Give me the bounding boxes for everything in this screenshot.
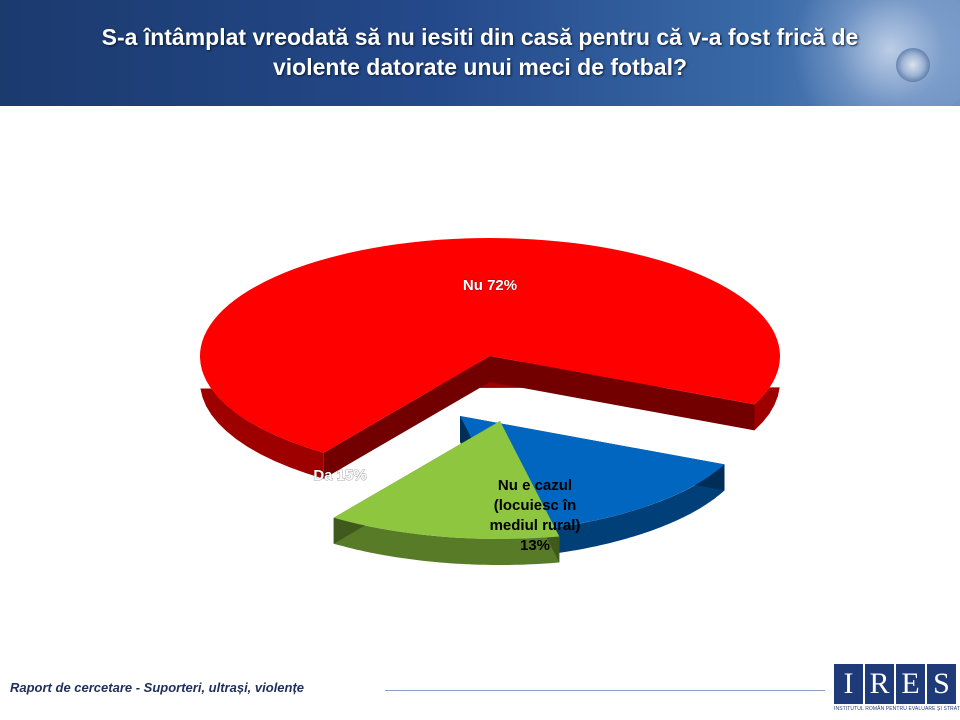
logo-letter-s: S (927, 664, 956, 704)
page-title: S-a întâmplat vreodată să nu iesiti din … (10, 22, 950, 82)
slice-label-2-2: mediul rural) (490, 517, 581, 534)
footer-divider (385, 690, 825, 691)
report-title: Raport de cercetare - Suporteri, ultrași… (10, 680, 305, 695)
slice-wall-0-0 (323, 356, 490, 479)
slice-side-2 (333, 517, 560, 565)
header-decoration (780, 0, 960, 106)
slice-label-2-1: (locuiesc în (494, 497, 577, 514)
header-banner: S-a întâmplat vreodată să nu iesiti din … (0, 0, 960, 106)
pie-labels: Nu 72% Da 15% Nu e cazul (locuiesc în mediul… (313, 276, 581, 554)
slice-nu-2 (333, 421, 560, 540)
slice-label-2-3: 13% (520, 537, 550, 554)
logo-letter-i: I (834, 664, 863, 704)
logo-subtitle: INSTITUTUL ROMÂN PENTRU EVALUARE ȘI STRA… (834, 706, 960, 712)
pie-chart: Nu 72% Da 15% Nu e cazul (locuiesc în mediul… (199, 238, 780, 565)
slice-label-1-0: Da 15% (313, 467, 366, 484)
slice-label-0-0: Nu 72% (463, 277, 517, 294)
slice-side-1 (519, 464, 725, 558)
logo-letter-r: R (865, 664, 894, 704)
slice-label-2-0: Nu e cazul (498, 477, 572, 494)
title-line-1: S-a întâmplat vreodată să nu iesiti din … (101, 24, 859, 50)
logo-letter-e: E (896, 664, 925, 704)
slice-nu-0 (199, 238, 780, 453)
title-line-2: violente datorate unui meci de fotbal? (272, 54, 688, 80)
slice-wall-0-1 (490, 356, 755, 431)
header-lens-decoration (896, 48, 930, 82)
pie-tops (199, 238, 780, 540)
